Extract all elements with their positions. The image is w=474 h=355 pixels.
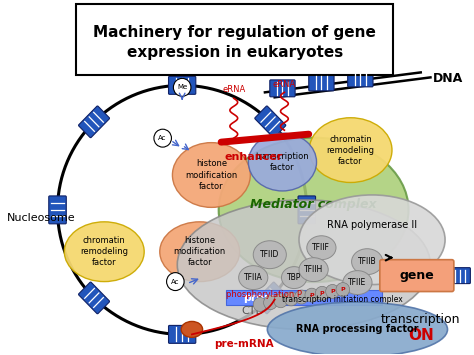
FancyBboxPatch shape (49, 196, 66, 224)
Circle shape (284, 292, 298, 306)
FancyBboxPatch shape (380, 260, 454, 291)
Text: enhancer: enhancer (224, 152, 283, 162)
Ellipse shape (253, 241, 286, 269)
Ellipse shape (267, 302, 447, 355)
Text: transcription: transcription (381, 313, 460, 326)
Text: promorter: promorter (243, 293, 307, 302)
Ellipse shape (248, 133, 317, 191)
Circle shape (315, 286, 329, 300)
Text: gene: gene (400, 269, 434, 282)
Ellipse shape (238, 266, 268, 290)
FancyBboxPatch shape (79, 106, 109, 138)
Text: P: P (340, 287, 345, 292)
Circle shape (253, 297, 267, 311)
Text: Mediator complex: Mediator complex (250, 198, 377, 211)
Circle shape (264, 296, 277, 310)
Ellipse shape (177, 200, 430, 329)
Text: TBP: TBP (287, 273, 301, 282)
Text: P: P (320, 291, 324, 296)
Text: CTD: CTD (242, 306, 265, 316)
Text: TFIIH: TFIIH (304, 265, 323, 274)
Circle shape (166, 273, 184, 290)
Text: ON: ON (408, 328, 434, 343)
Ellipse shape (282, 267, 307, 289)
Ellipse shape (352, 249, 383, 275)
Text: TFIIB: TFIIB (358, 257, 376, 266)
Text: Machinery for regulation of gene
expression in eukaryotes: Machinery for regulation of gene express… (93, 26, 376, 60)
Text: RNA polymerase II: RNA polymerase II (327, 220, 417, 230)
Ellipse shape (160, 222, 240, 282)
Ellipse shape (299, 195, 445, 285)
Circle shape (336, 283, 350, 296)
FancyBboxPatch shape (309, 74, 334, 91)
Ellipse shape (219, 138, 409, 282)
Bar (226, 290, 382, 305)
Ellipse shape (299, 258, 328, 282)
Text: TFIID: TFIID (260, 250, 280, 259)
Text: histone
modification
factor: histone modification factor (185, 159, 237, 191)
FancyBboxPatch shape (79, 282, 109, 314)
Text: transcription initiation complex: transcription initiation complex (283, 295, 403, 304)
Text: chromatin
remodeling
factor: chromatin remodeling factor (327, 135, 374, 166)
FancyBboxPatch shape (169, 76, 196, 94)
FancyBboxPatch shape (255, 282, 286, 314)
Text: TFIIF: TFIIF (312, 243, 330, 252)
Text: Ac: Ac (171, 279, 180, 285)
FancyBboxPatch shape (76, 4, 393, 75)
Text: pre-mRNA: pre-mRNA (214, 339, 274, 349)
Ellipse shape (181, 321, 202, 337)
Text: TFIIE: TFIIE (348, 278, 366, 287)
Text: TFIIA: TFIIA (244, 273, 263, 282)
Circle shape (274, 294, 288, 308)
Text: transcription
factor: transcription factor (255, 152, 309, 172)
Circle shape (295, 290, 308, 304)
Text: P: P (310, 293, 314, 297)
FancyBboxPatch shape (298, 196, 316, 224)
Text: phosphorylation P: phosphorylation P (226, 290, 302, 299)
Text: eRNA: eRNA (222, 85, 246, 94)
Text: DNA: DNA (432, 72, 463, 85)
Ellipse shape (343, 271, 372, 295)
Text: chromatin
remodeling
factor: chromatin remodeling factor (80, 236, 128, 267)
Ellipse shape (307, 236, 336, 260)
Circle shape (326, 284, 339, 299)
Text: P: P (330, 289, 335, 294)
Text: Ac: Ac (158, 135, 167, 141)
Text: eRNA: eRNA (273, 80, 296, 89)
FancyBboxPatch shape (169, 326, 196, 343)
Ellipse shape (64, 222, 144, 282)
Circle shape (305, 288, 319, 302)
Text: histone
modification
factor: histone modification factor (173, 236, 226, 267)
FancyBboxPatch shape (255, 106, 286, 138)
Ellipse shape (173, 143, 250, 207)
Text: RNA processing factor: RNA processing factor (296, 324, 419, 334)
FancyBboxPatch shape (449, 268, 470, 284)
Text: Nucleosome: Nucleosome (7, 213, 75, 223)
FancyBboxPatch shape (348, 70, 373, 87)
Circle shape (154, 129, 172, 147)
Circle shape (173, 78, 191, 96)
FancyBboxPatch shape (270, 80, 295, 97)
Text: Me: Me (177, 84, 187, 91)
Ellipse shape (309, 118, 392, 182)
